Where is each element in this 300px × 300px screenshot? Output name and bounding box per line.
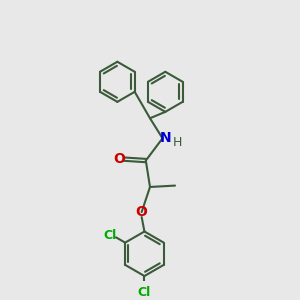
Text: H: H	[172, 136, 182, 149]
Text: N: N	[160, 131, 172, 145]
Text: Cl: Cl	[138, 286, 151, 299]
Text: O: O	[135, 205, 147, 219]
Text: Cl: Cl	[103, 229, 116, 242]
Text: O: O	[113, 152, 125, 166]
